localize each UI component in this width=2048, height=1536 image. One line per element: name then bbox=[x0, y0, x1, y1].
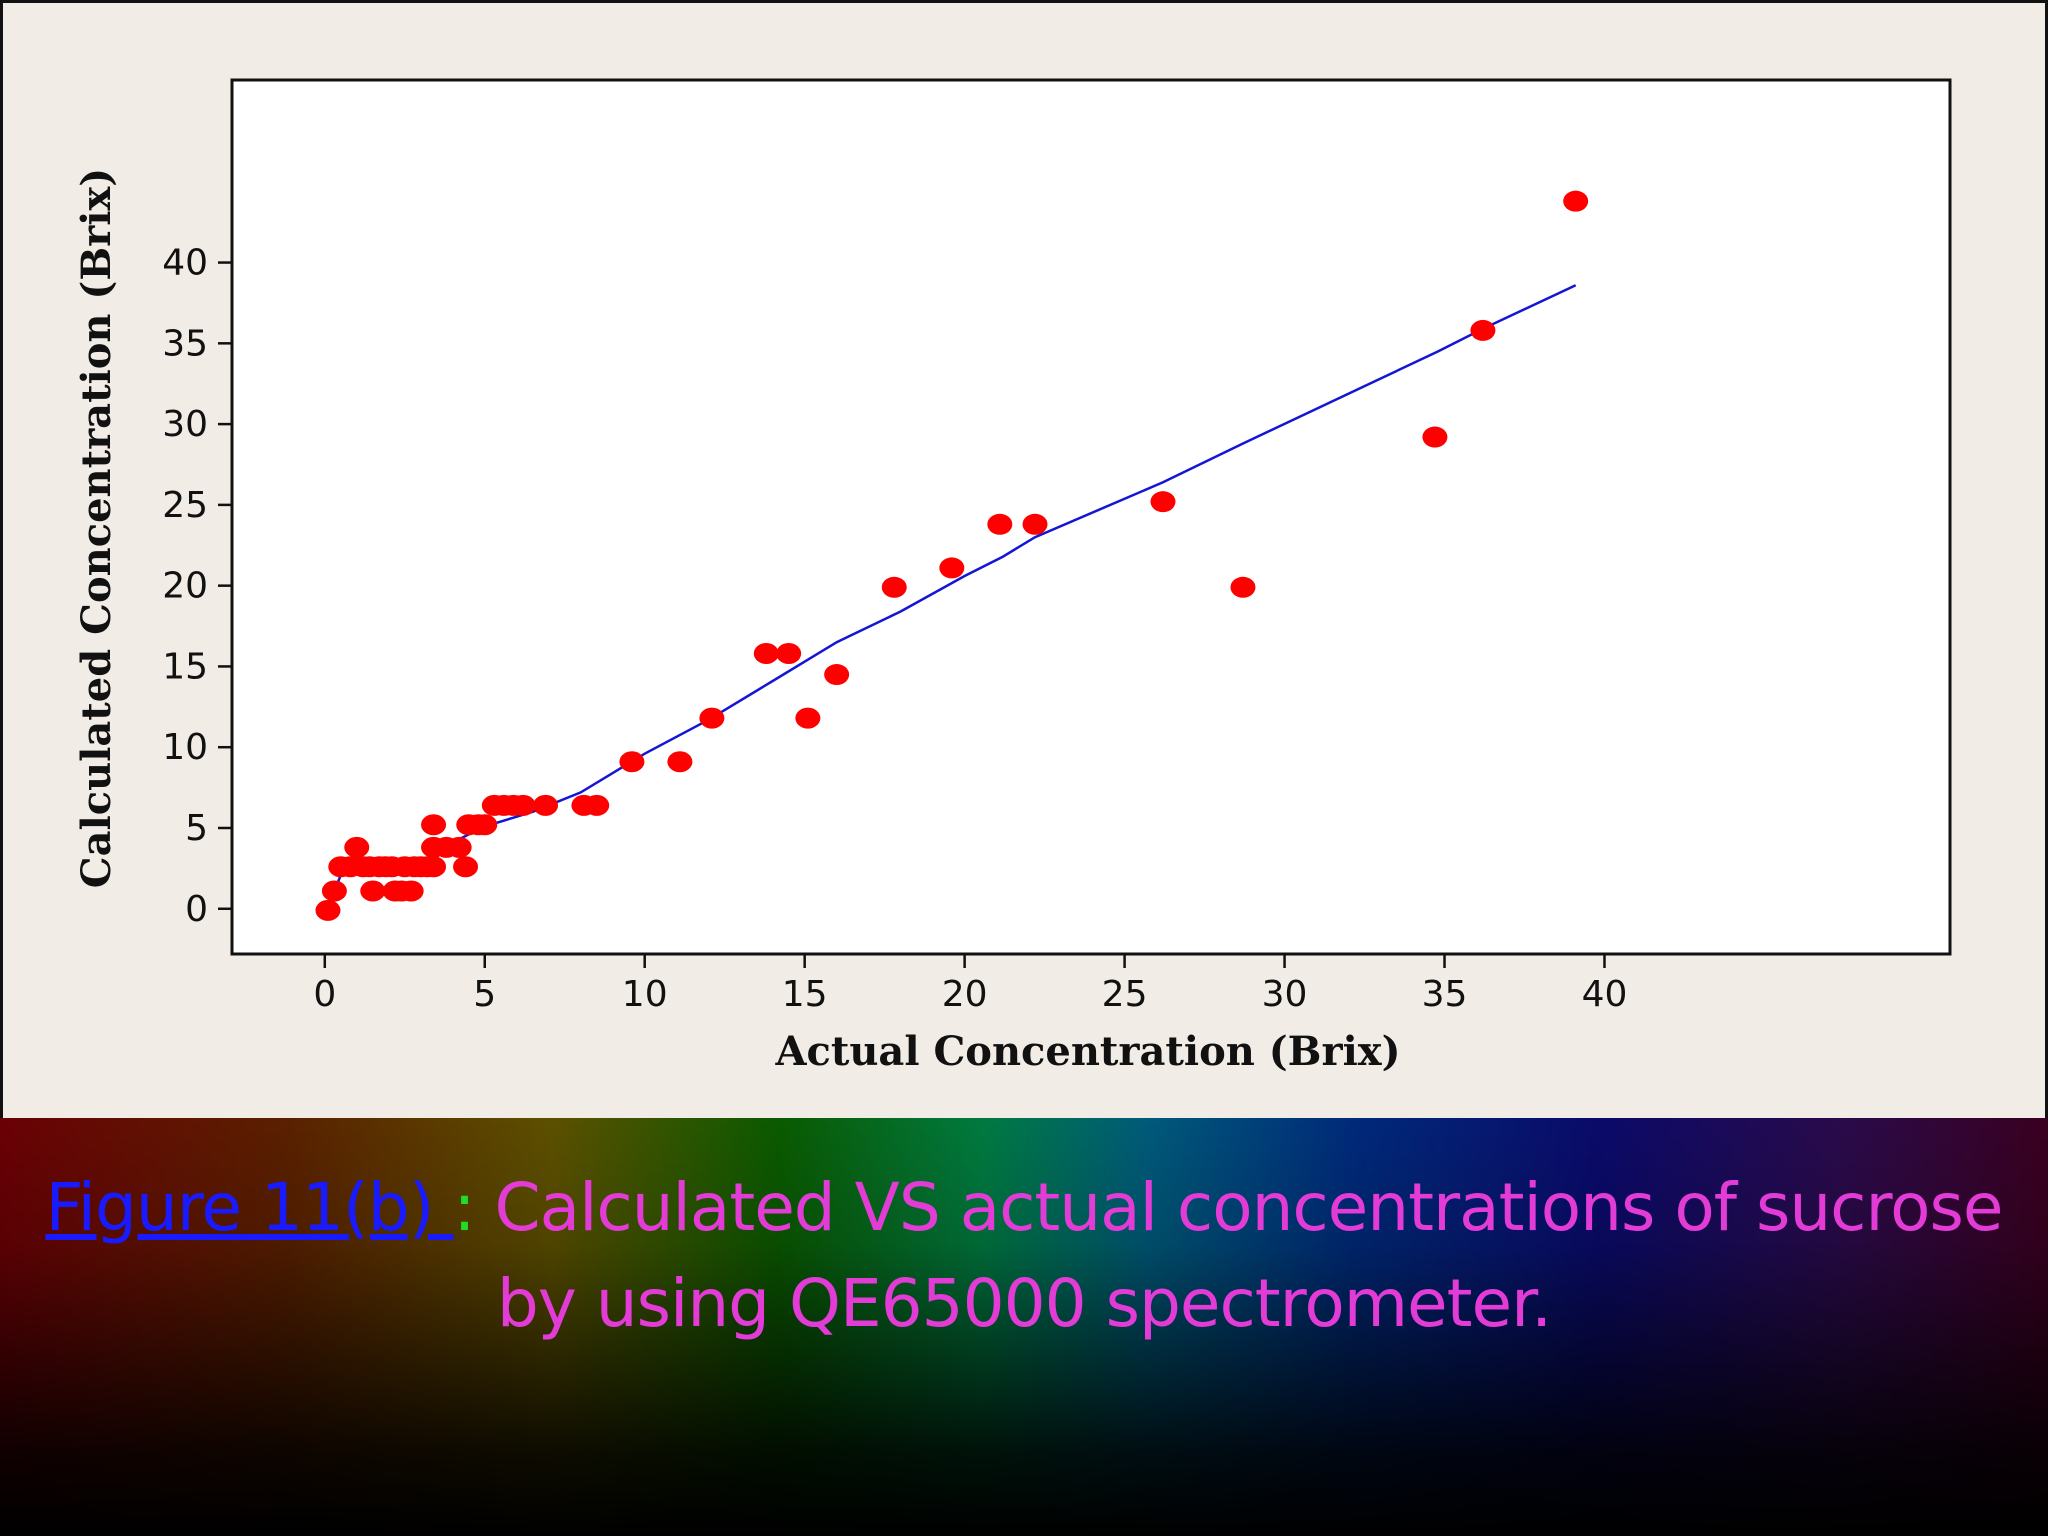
y-tick-label: 15 bbox=[162, 646, 208, 687]
x-tick-label: 40 bbox=[1582, 974, 1628, 1015]
data-point bbox=[360, 880, 386, 902]
data-point bbox=[472, 814, 498, 836]
x-axis-label: Actual Concentration (Brix) bbox=[774, 1028, 1400, 1075]
y-tick-label: 35 bbox=[162, 323, 208, 364]
caption-line-2: by using QE65000 spectrometer. bbox=[496, 1265, 1552, 1342]
x-tick-label: 20 bbox=[942, 974, 988, 1015]
data-point bbox=[533, 794, 559, 816]
x-tick-label: 30 bbox=[1262, 974, 1308, 1015]
y-tick-label: 0 bbox=[185, 889, 208, 930]
data-point bbox=[315, 899, 341, 921]
x-tick-label: 15 bbox=[782, 974, 828, 1015]
data-point bbox=[446, 836, 472, 858]
data-points bbox=[315, 190, 1589, 921]
data-point bbox=[1230, 576, 1256, 598]
data-point bbox=[667, 751, 693, 773]
data-point bbox=[321, 880, 347, 902]
y-tick-label: 40 bbox=[162, 243, 208, 284]
data-point bbox=[344, 836, 370, 858]
data-point bbox=[510, 794, 536, 816]
caption-band bbox=[0, 1118, 2048, 1536]
data-point bbox=[776, 643, 802, 665]
y-tick-label: 20 bbox=[162, 566, 208, 607]
y-tick-label: 30 bbox=[162, 404, 208, 445]
data-point bbox=[584, 794, 610, 816]
caption-line-1: Figure 11(b) : Calculated VS actual conc… bbox=[0, 1160, 2048, 1256]
x-tick-label: 10 bbox=[622, 974, 668, 1015]
y-tick-label: 5 bbox=[185, 808, 208, 849]
data-point bbox=[421, 814, 447, 836]
data-point bbox=[1563, 190, 1589, 212]
data-point bbox=[987, 513, 1013, 535]
data-point bbox=[421, 856, 447, 878]
x-axis: 0 5 10 15 20 25 30 35 40 bbox=[313, 954, 1627, 1015]
data-point bbox=[398, 880, 424, 902]
caption-separator: : bbox=[453, 1169, 475, 1246]
data-point bbox=[699, 707, 725, 729]
caption-text-1: Calculated VS actual concentrations of s… bbox=[474, 1169, 2004, 1246]
data-point bbox=[939, 557, 965, 579]
data-point bbox=[1422, 426, 1448, 448]
y-tick-label: 25 bbox=[162, 485, 208, 526]
x-tick-label: 5 bbox=[473, 974, 496, 1015]
data-point bbox=[619, 751, 645, 773]
data-point bbox=[753, 643, 779, 665]
figure-caption: Figure 11(b) : Calculated VS actual conc… bbox=[0, 1160, 2048, 1352]
data-point bbox=[1150, 491, 1176, 513]
y-axis-label: Calculated Concentration (Brix) bbox=[73, 168, 120, 888]
x-tick-label: 35 bbox=[1422, 974, 1468, 1015]
data-point bbox=[795, 707, 821, 729]
data-point bbox=[1022, 513, 1048, 535]
x-tick-label: 0 bbox=[313, 974, 336, 1015]
data-point bbox=[1470, 319, 1496, 341]
figure-reference-link[interactable]: Figure 11(b) bbox=[45, 1169, 454, 1246]
data-point bbox=[453, 856, 479, 878]
y-axis: 0 5 10 15 20 25 30 35 40 bbox=[162, 243, 232, 930]
y-tick-label: 10 bbox=[162, 727, 208, 768]
x-tick-label: 25 bbox=[1102, 974, 1148, 1015]
data-point bbox=[824, 664, 850, 686]
data-point bbox=[881, 576, 907, 598]
scatter-chart: 0 5 10 15 20 25 30 35 40 0 5 10 15 20 25 30 35 40 Actual… bbox=[73, 78, 1952, 1075]
